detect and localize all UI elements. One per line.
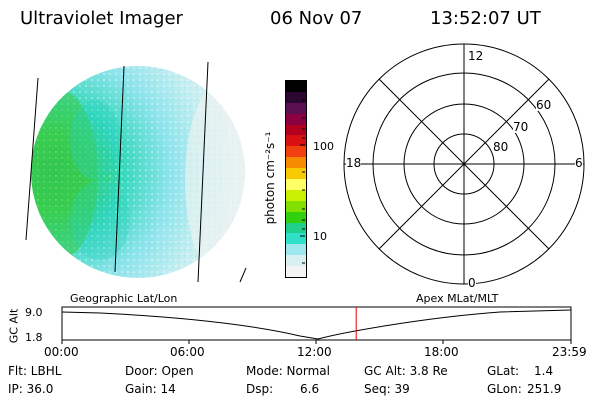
meridian-line bbox=[197, 61, 209, 283]
mlt-label-12: 12 bbox=[468, 49, 484, 63]
glat-value: 1.4 bbox=[534, 364, 554, 378]
apex-label: Apex MLat/MLT bbox=[416, 292, 499, 305]
colorbar-segment bbox=[286, 102, 306, 114]
colorbar-segment bbox=[286, 222, 306, 234]
glat-label: GLat: bbox=[487, 364, 520, 378]
polar-diagonal bbox=[378, 78, 550, 250]
lat-label-70: 70 bbox=[513, 120, 529, 134]
meridian-line bbox=[239, 267, 247, 283]
colorbar-segment bbox=[286, 113, 306, 125]
colorbar-tick-10: 10 bbox=[313, 230, 327, 243]
colorbar-segment bbox=[286, 146, 306, 158]
time-label: 13:52:07 UT bbox=[430, 8, 541, 29]
time-tick-1800: 18:00 bbox=[424, 345, 459, 359]
colorbar-segment bbox=[286, 189, 306, 201]
altitude-curve bbox=[61, 309, 572, 340]
ip-value: IP: 36.0 bbox=[8, 382, 54, 396]
y-tick-low: 1.8 bbox=[25, 331, 43, 344]
meridian-line bbox=[114, 65, 125, 273]
colorbar-segment bbox=[286, 157, 306, 169]
colorbar-segment bbox=[286, 135, 306, 147]
time-tick-0000: 00:00 bbox=[44, 345, 79, 359]
lat-label-80: 80 bbox=[493, 140, 509, 154]
gc-alt-value: GC Alt: 3.8 Re bbox=[364, 364, 448, 378]
colorbar-segment bbox=[286, 81, 306, 92]
mlt-label-6: 6 bbox=[575, 156, 583, 170]
glon-value: 251.9 bbox=[527, 382, 562, 396]
mlt-label-0: 0 bbox=[468, 276, 476, 290]
colorbar-segment bbox=[286, 255, 306, 267]
filter-value: Flt: LBHL bbox=[8, 364, 62, 378]
colorbar-segment bbox=[286, 168, 306, 180]
glon-label: GLon: bbox=[487, 382, 522, 396]
time-tick-0600: 06:00 bbox=[170, 345, 205, 359]
instrument-title: Ultraviolet Imager bbox=[20, 8, 183, 29]
colorbar bbox=[285, 80, 307, 278]
dsp-value: 6.6 bbox=[300, 382, 320, 396]
time-tick-2359: 23:59 bbox=[552, 345, 587, 359]
mlt-label-18: 18 bbox=[346, 156, 362, 170]
y-tick-high: 9.0 bbox=[25, 306, 43, 319]
colorbar-segment bbox=[286, 200, 306, 212]
colorbar-segment bbox=[286, 244, 306, 256]
colorbar-tick-100: 100 bbox=[313, 140, 334, 153]
colorbar-segment bbox=[286, 266, 306, 277]
colorbar-segment bbox=[286, 91, 306, 103]
colorbar-segment bbox=[286, 211, 306, 223]
colorbar-segment bbox=[286, 124, 306, 136]
colorbar-segment bbox=[286, 179, 306, 190]
mode-value: Mode: Normal bbox=[246, 364, 330, 378]
time-tick-1200: 12:00 bbox=[297, 345, 332, 359]
meridian-line bbox=[25, 77, 39, 241]
dsp-label: Dsp: bbox=[246, 382, 274, 396]
door-status: Door: Open bbox=[125, 364, 194, 378]
colorbar-segment bbox=[286, 233, 306, 245]
date-label: 06 Nov 07 bbox=[270, 8, 363, 29]
gain-value: Gain: 14 bbox=[125, 382, 176, 396]
lat-label-60: 60 bbox=[536, 98, 552, 112]
seq-value: Seq: 39 bbox=[364, 382, 410, 396]
geographic-label: Geographic Lat/Lon bbox=[70, 292, 178, 305]
